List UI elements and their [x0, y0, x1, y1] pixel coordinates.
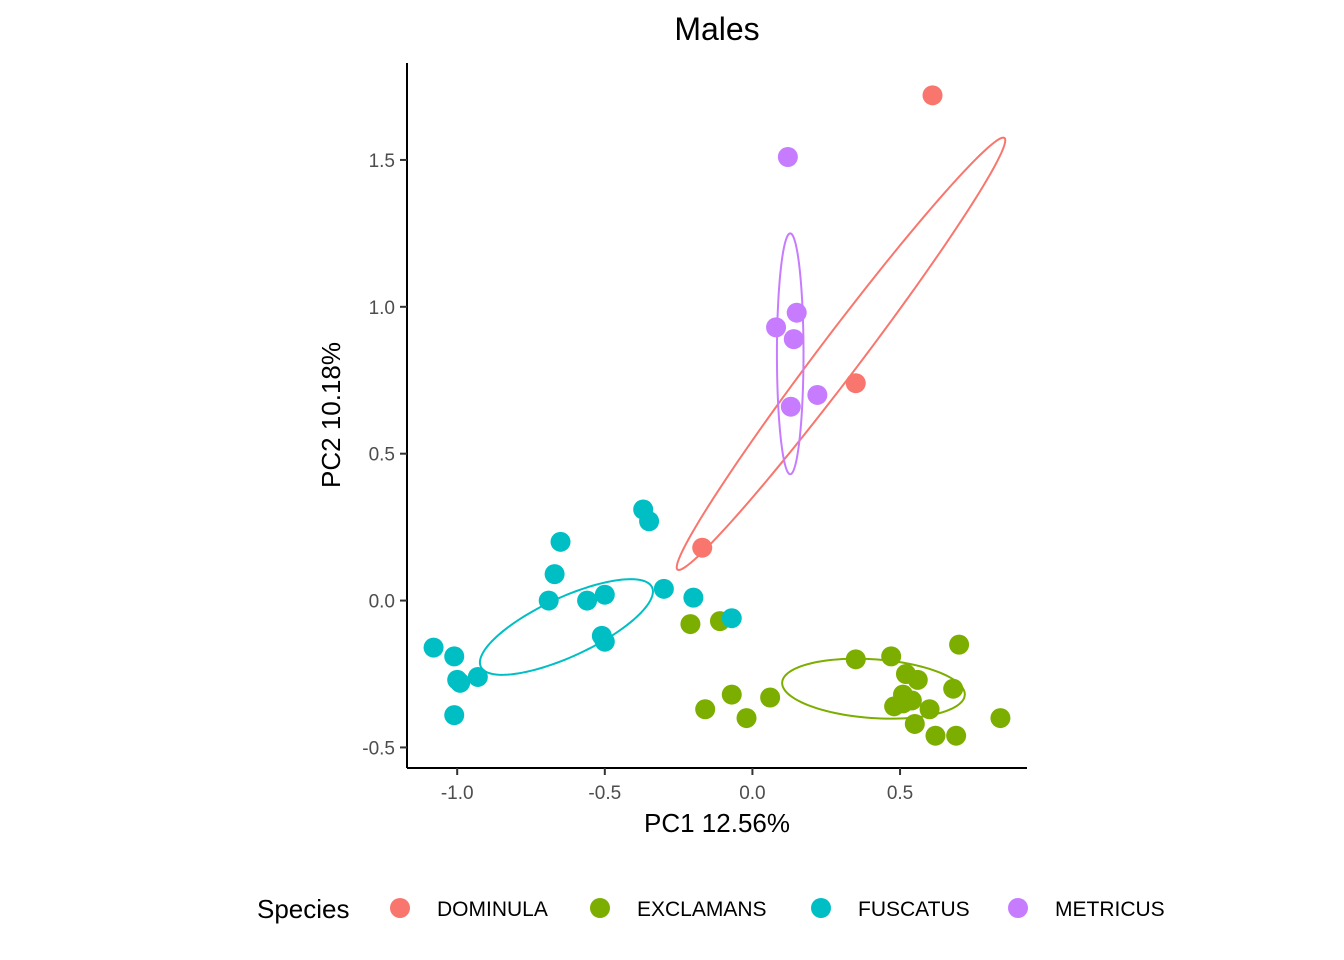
- data-point-fuscatus: [594, 584, 615, 605]
- data-point-fuscatus: [544, 564, 565, 585]
- ellipse-dominula: [675, 136, 1007, 572]
- data-point-fuscatus: [577, 590, 598, 611]
- legend-key-metricus: [1008, 898, 1028, 918]
- x-tick-label: 0.0: [739, 783, 765, 804]
- ellipse-exclamans: [781, 657, 966, 720]
- data-point-metricus: [777, 147, 798, 167]
- data-point-fuscatus: [450, 672, 471, 693]
- axes: -1.0 -0.5 0.0 0.5 -0.5 0.0 0.5 1.0 1.5: [362, 63, 1027, 804]
- data-point-exclamans: [893, 693, 913, 714]
- y-tick-label: 1.5: [369, 151, 395, 172]
- data-point-fuscatus: [721, 608, 742, 629]
- data-point-dominula: [692, 537, 713, 558]
- x-tick-label: 0.5: [887, 783, 913, 804]
- legend-title: Species: [257, 894, 350, 924]
- data-point-exclamans: [907, 669, 928, 690]
- ellipse-metricus: [775, 232, 805, 476]
- data-point-exclamans: [680, 614, 701, 635]
- ellipse-fuscatus: [478, 578, 654, 676]
- data-point-metricus: [766, 317, 787, 338]
- data-point-exclamans: [695, 699, 716, 720]
- x-axis-title: PC1 12.56%: [644, 808, 790, 838]
- x-tick-label: -1.0: [441, 783, 474, 804]
- data-point-exclamans: [925, 725, 946, 746]
- data-point-fuscatus: [423, 637, 444, 658]
- data-point-exclamans: [949, 634, 970, 655]
- data-point-exclamans: [760, 687, 781, 708]
- data-point-exclamans: [946, 725, 967, 746]
- data-point-fuscatus: [444, 646, 465, 667]
- data-point-fuscatus: [550, 531, 571, 552]
- legend-key-dominula: [390, 898, 410, 918]
- series-fuscatus: [423, 499, 742, 726]
- data-point-metricus: [807, 384, 828, 405]
- chart-title: Males: [674, 11, 759, 47]
- legend-key-fuscatus: [811, 898, 831, 918]
- legend-label-dominula: DOMINULA: [437, 898, 548, 921]
- y-tick-label: -0.5: [362, 738, 395, 759]
- series-dominula: [692, 85, 943, 558]
- data-point-fuscatus: [467, 666, 488, 687]
- data-point-exclamans: [881, 646, 902, 667]
- data-point-exclamans: [721, 684, 742, 705]
- series-metricus: [766, 147, 828, 417]
- y-axis-title: PC2 10.18%: [316, 342, 346, 488]
- series-exclamans: [680, 611, 1011, 746]
- data-point-fuscatus: [444, 705, 465, 726]
- legend-label-fuscatus: FUSCATUS: [858, 898, 970, 921]
- data-point-fuscatus: [653, 578, 674, 599]
- data-point-dominula: [922, 85, 943, 106]
- data-point-fuscatus: [683, 587, 704, 608]
- data-point-dominula: [845, 373, 866, 394]
- data-point-exclamans: [736, 708, 757, 729]
- legend-key-exclamans: [590, 898, 610, 918]
- data-point-exclamans: [990, 708, 1011, 729]
- data-point-fuscatus: [639, 511, 660, 532]
- legend-label-metricus: METRICUS: [1055, 898, 1165, 921]
- y-tick-label: 0.0: [369, 592, 395, 613]
- data-point-exclamans: [943, 678, 964, 699]
- y-tick-label: 0.5: [369, 445, 395, 466]
- legend-label-exclamans: EXCLAMANS: [637, 898, 767, 921]
- plot-area: [423, 85, 1011, 746]
- x-tick-label: -0.5: [588, 783, 621, 804]
- legend: Species DOMINULA EXCLAMANS FUSCATUS METRICU…: [257, 894, 1165, 924]
- data-point-metricus: [783, 329, 804, 350]
- data-point-metricus: [780, 396, 801, 417]
- y-tick-label: 1.0: [369, 298, 395, 319]
